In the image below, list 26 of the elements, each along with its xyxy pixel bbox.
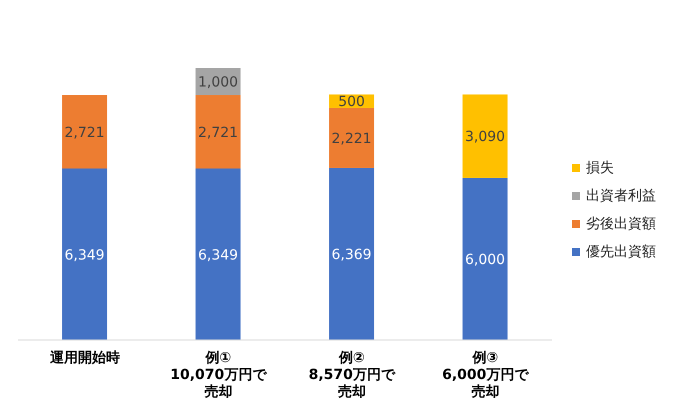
x-tick-label: 運用開始時 xyxy=(48,350,120,366)
data-label: 500 xyxy=(338,94,365,110)
bar xyxy=(462,94,508,178)
legend-label: 出資者利益 xyxy=(586,187,656,205)
bar xyxy=(329,168,374,340)
data-label: 6,349 xyxy=(198,247,238,264)
data-label: 6,369 xyxy=(332,246,372,263)
data-label: 2,721 xyxy=(198,124,238,141)
bar xyxy=(62,95,108,169)
bar xyxy=(196,168,241,340)
x-tick-label: 例①10,070万円で売却 xyxy=(170,350,268,400)
data-label: 6,000 xyxy=(465,252,506,268)
x-tick-label: 例③6,000万円で売却 xyxy=(442,350,530,400)
legend-label: 損失 xyxy=(586,159,614,177)
bar xyxy=(196,95,241,169)
x-tick-label: 例②8,570万円で売却 xyxy=(308,350,396,400)
legend-label: 優先出資額 xyxy=(586,243,656,261)
bar xyxy=(62,168,108,340)
data-label: 2,221 xyxy=(332,130,372,147)
data-label: 3,090 xyxy=(465,129,506,146)
data-label: 6,349 xyxy=(64,247,105,264)
bar xyxy=(462,178,508,340)
data-label: 2,721 xyxy=(64,124,105,141)
data-label: 1,000 xyxy=(198,74,238,91)
bar xyxy=(329,108,374,168)
legend-label: 劣後出資額 xyxy=(586,215,656,233)
